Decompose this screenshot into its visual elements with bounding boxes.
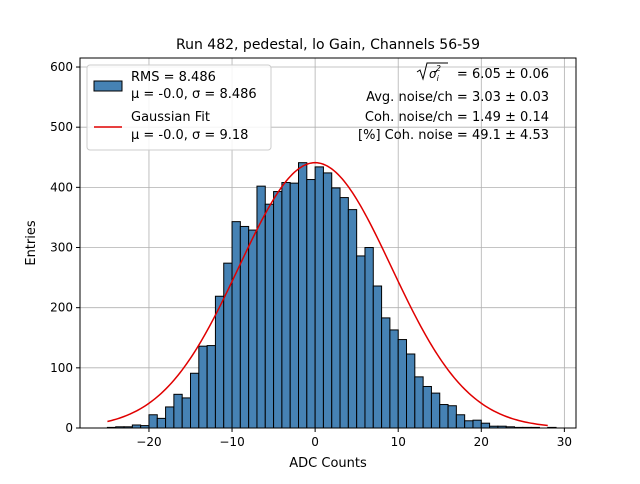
y-tick-label: 200 xyxy=(50,301,73,315)
avg-noise-text: Avg. noise/ch = 3.03 ± 0.03 xyxy=(366,90,549,105)
histogram-bar xyxy=(381,317,391,429)
histogram-bar xyxy=(181,397,191,429)
x-tick-label: 30 xyxy=(557,435,572,449)
histogram-bar xyxy=(165,406,175,429)
y-axis-ticks: 0 100 200 300 400 500 600 xyxy=(50,60,80,435)
histogram-bar xyxy=(372,285,383,429)
histogram-bar xyxy=(447,405,457,429)
x-tick-label: 20 xyxy=(474,435,489,449)
plot-frame xyxy=(79,57,577,429)
legend-histogram-label-1: RMS = 8.486 xyxy=(131,70,216,85)
histogram-bar xyxy=(322,172,333,429)
sqrt-sign xyxy=(416,62,448,81)
histogram-bar xyxy=(148,414,158,429)
x-axis-ticks: −20 −10 0 10 20 30 xyxy=(136,428,572,449)
histogram-bar xyxy=(281,182,291,429)
histogram-bar xyxy=(206,345,216,429)
total-noise-value: = 6.05 ± 0.06 xyxy=(457,67,549,82)
y-tick-label: 100 xyxy=(50,361,73,375)
histogram-bar xyxy=(198,345,208,429)
x-axis-label: ADC Counts xyxy=(289,456,367,471)
histogram-bar xyxy=(298,162,308,429)
sigma-i-squared: σi2 xyxy=(429,64,441,83)
gaussian-fit-curve xyxy=(107,161,548,427)
legend-histogram-swatch xyxy=(93,80,123,92)
histogram-bar xyxy=(480,422,491,429)
histogram-bar xyxy=(331,187,341,429)
histogram-bar xyxy=(389,329,399,429)
y-tick-label: 300 xyxy=(50,241,73,255)
histogram-bar xyxy=(347,209,358,429)
histogram-bar xyxy=(464,420,474,429)
x-tick-label: −20 xyxy=(136,435,161,449)
histogram-bar xyxy=(223,262,233,429)
legend-box xyxy=(86,64,272,151)
legend-fit-label-1: Gaussian Fit xyxy=(131,110,210,125)
histogram-bar xyxy=(173,393,183,429)
legend: RMS = 8.486 μ = -0.0, σ = 8.486 Gaussian… xyxy=(86,64,272,151)
histogram-bar xyxy=(156,417,167,429)
y-axis-label: Entries xyxy=(24,220,39,266)
histogram-bar xyxy=(306,179,316,429)
histogram-bar xyxy=(189,372,200,429)
x-tick-label: −10 xyxy=(219,435,244,449)
histogram-bar xyxy=(439,404,449,429)
coh-percent-text: [%] Coh. noise = 49.1 ± 4.53 xyxy=(358,128,549,143)
histogram-bar xyxy=(364,247,374,429)
histogram-bar xyxy=(356,255,366,429)
histogram-bar xyxy=(289,182,300,429)
histogram-bar xyxy=(406,353,416,429)
histogram-bar xyxy=(397,339,408,429)
x-tick-label: 10 xyxy=(391,435,406,449)
x-tick-label: 0 xyxy=(311,435,319,449)
histogram-bar xyxy=(455,414,466,429)
y-tick-label: 400 xyxy=(50,180,73,194)
legend-histogram-label-2: μ = -0.0, σ = 8.486 xyxy=(131,87,257,102)
histogram-bar xyxy=(314,166,324,429)
histogram-bar xyxy=(430,392,441,429)
histogram-bar xyxy=(214,295,225,429)
legend-fit-label-2: μ = -0.0, σ = 9.18 xyxy=(131,128,248,143)
histogram-bar xyxy=(414,376,424,429)
histogram-bars xyxy=(106,162,557,429)
y-tick-label: 600 xyxy=(50,60,73,74)
histogram-bar xyxy=(248,229,258,429)
histogram-bar xyxy=(422,385,432,429)
noise-annotations: σi2 = 6.05 ± 0.06 Avg. noise/ch = 3.03 ±… xyxy=(358,62,549,143)
y-tick-label: 500 xyxy=(50,120,73,134)
histogram-bar xyxy=(472,419,482,429)
histogram-bar xyxy=(231,221,241,429)
histogram-bar xyxy=(273,191,283,429)
chart-title: Run 482, pedestal, lo Gain, Channels 56-… xyxy=(176,37,480,53)
y-tick-label: 0 xyxy=(65,421,73,435)
histogram-bar xyxy=(264,203,275,429)
histogram-bar xyxy=(339,197,349,429)
coh-noise-text: Coh. noise/ch = 1.49 ± 0.14 xyxy=(365,110,549,125)
